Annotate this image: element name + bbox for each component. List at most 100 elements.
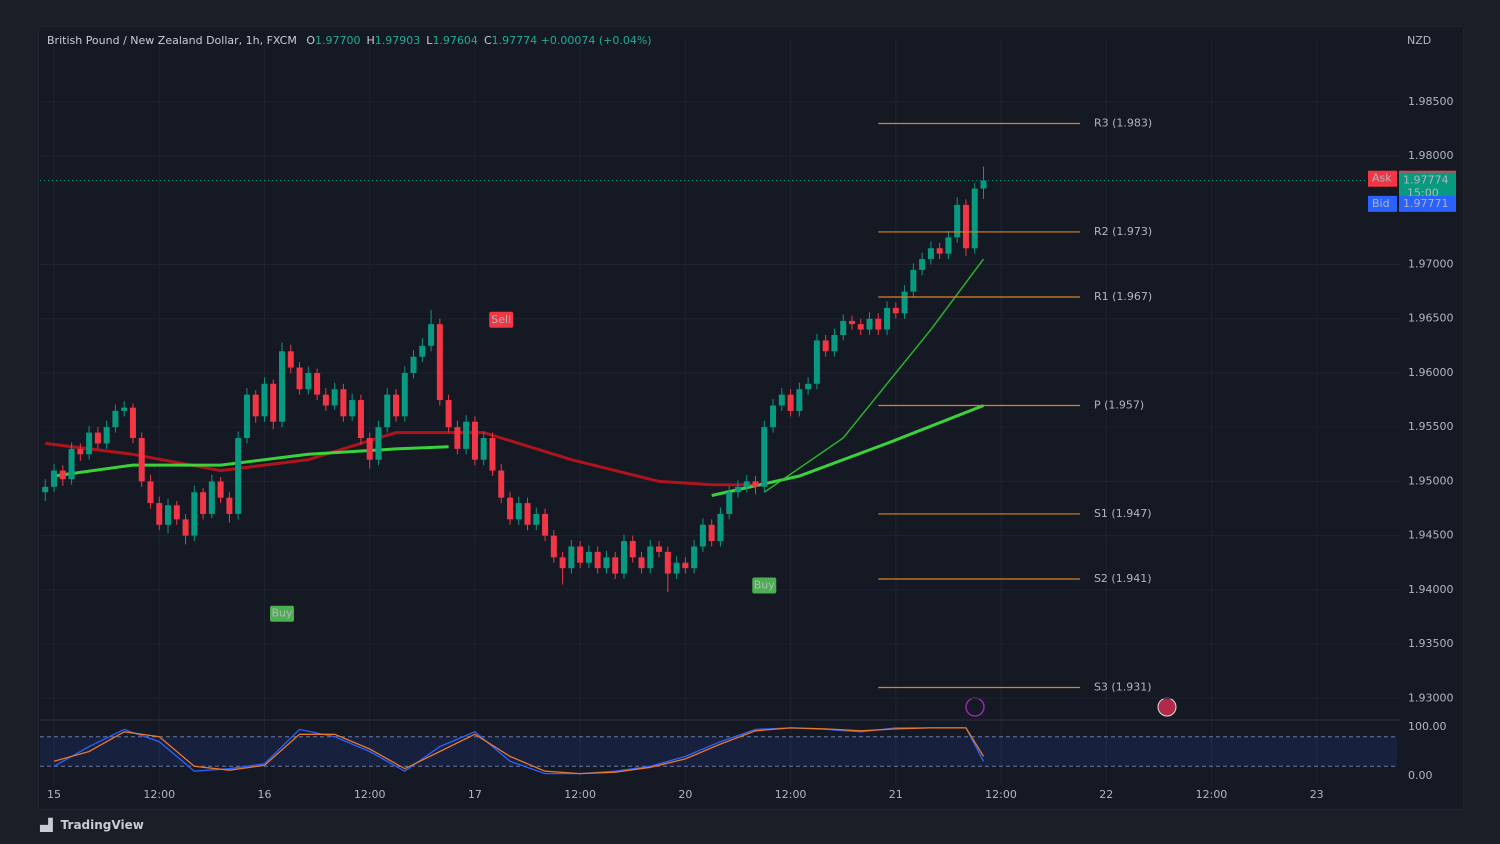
candle-body <box>349 400 356 417</box>
candle-body <box>112 410 119 428</box>
ask-tag-box <box>1368 170 1397 187</box>
legend: British Pound / New Zealand Dollar, 1h, … <box>47 34 652 47</box>
candle-body <box>761 427 768 487</box>
y-tick-label: 1.93500 <box>1408 637 1454 650</box>
brand: ▄▌ TradingView <box>40 818 144 832</box>
y-tick-label: 1.98500 <box>1408 95 1454 108</box>
candle-body <box>901 291 908 314</box>
candle-body <box>489 438 496 471</box>
moving-average <box>45 431 756 487</box>
pivot-label: P (1.957) <box>1094 398 1144 411</box>
ohlc-key: C <box>483 34 492 47</box>
candle-body <box>884 307 891 330</box>
candle-body <box>235 438 242 514</box>
bid-tag-box <box>1368 195 1397 212</box>
candle-body <box>340 389 347 417</box>
candle-body <box>927 248 934 260</box>
candle-body <box>691 546 698 569</box>
candle-body <box>971 188 978 249</box>
candle-body <box>252 394 259 417</box>
candle-body <box>708 524 715 542</box>
candle-body <box>585 551 592 563</box>
x-tick-label: 20 <box>678 788 692 801</box>
x-tick-label: 12:00 <box>775 788 807 801</box>
candle-body <box>226 497 233 514</box>
ohlc-value: 1.97903 <box>374 34 421 47</box>
candle-body <box>664 551 671 574</box>
x-tick-label: 15 <box>47 788 61 801</box>
candle-body <box>603 557 610 569</box>
candle-body <box>910 269 917 292</box>
candle-body <box>752 481 759 487</box>
pivot-label: R2 (1.973) <box>1094 225 1152 238</box>
candle-body <box>945 237 952 254</box>
candle-body <box>542 513 549 536</box>
candle-body <box>165 505 172 525</box>
candle-body <box>410 356 417 373</box>
candle-body <box>717 513 724 542</box>
candle-body <box>261 383 268 417</box>
brand-name: TradingView <box>60 818 144 832</box>
candle-body <box>962 204 969 249</box>
candle-body <box>612 557 619 574</box>
bid-price: 1.97771 <box>1403 197 1449 210</box>
candle-body <box>875 318 882 330</box>
candle-body <box>805 383 812 390</box>
candle-body <box>366 438 373 460</box>
ohlc-value: 1.97774 <box>491 34 538 47</box>
y-tick-label: 1.95000 <box>1408 474 1454 487</box>
oscillator-line <box>53 727 985 775</box>
signal-badge <box>489 311 514 328</box>
pivot-label: R3 (1.983) <box>1094 117 1152 130</box>
candle-body <box>778 394 785 406</box>
x-tick-label: 12:00 <box>985 788 1017 801</box>
event-icon[interactable] <box>965 697 985 717</box>
candle-body <box>919 259 926 270</box>
y-tick-label: 1.97000 <box>1408 257 1454 270</box>
bid-tag: Bid <box>1372 197 1390 210</box>
candle-body <box>86 432 93 455</box>
pivot-label: S1 (1.947) <box>1094 507 1152 520</box>
candle-body <box>936 248 943 254</box>
candle-body <box>217 481 224 498</box>
y-tick-label: 1.96000 <box>1408 366 1454 379</box>
candle-body <box>322 394 329 406</box>
y-tick-label: 1.94000 <box>1408 583 1454 596</box>
candle-body <box>243 394 250 439</box>
ohlc: O1.97700 H1.97903 L1.97604 C1.97774 <box>300 34 537 47</box>
candle-body <box>200 492 207 514</box>
candle-body <box>401 372 408 417</box>
candle-body <box>866 318 873 330</box>
y-tick-label: 1.94500 <box>1408 529 1454 542</box>
x-tick-label: 12:00 <box>1196 788 1228 801</box>
candle-body <box>270 383 277 422</box>
candle-body <box>647 546 654 569</box>
candle-body <box>594 551 601 569</box>
y-tick-label: 1.98000 <box>1408 149 1454 162</box>
candle-body <box>568 546 575 569</box>
candle-body <box>51 470 58 487</box>
candle-body <box>840 320 847 335</box>
x-tick-label: 17 <box>468 788 482 801</box>
candle-body <box>375 427 382 460</box>
candle-body <box>498 470 505 498</box>
pivot-label: S2 (1.941) <box>1094 572 1152 585</box>
signal-badge <box>270 605 295 622</box>
y-tick-label: 1.95500 <box>1408 420 1454 433</box>
candle-body <box>577 546 584 563</box>
signal-label: Buy <box>271 607 293 620</box>
candle-body <box>287 351 294 368</box>
x-tick-label: 12:00 <box>143 788 175 801</box>
candle-body <box>305 372 312 390</box>
oscillator-band <box>40 736 1397 767</box>
ohlc-key: L <box>426 34 433 47</box>
candle-body <box>857 324 864 330</box>
candle-body <box>954 204 961 238</box>
event-icon[interactable] <box>1157 697 1177 717</box>
candle-body <box>831 334 838 352</box>
candle-body <box>629 541 636 558</box>
candle-body <box>550 535 557 558</box>
currency: NZD <box>1407 34 1431 47</box>
candle-body <box>813 340 820 384</box>
